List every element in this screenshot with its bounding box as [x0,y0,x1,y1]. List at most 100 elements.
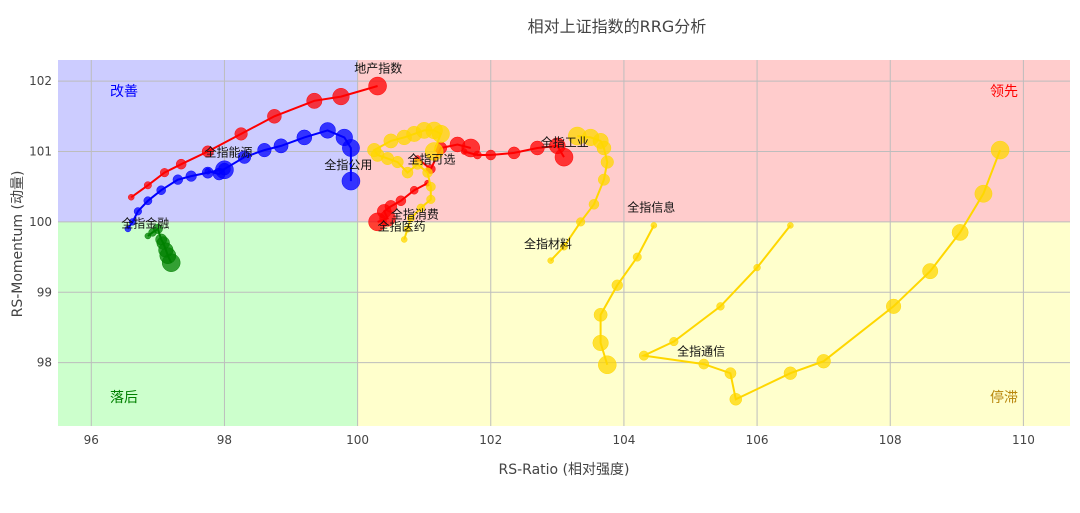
data-point [431,124,450,143]
data-point [403,225,412,233]
data-point [124,225,132,233]
data-point [175,158,187,170]
data-point [416,203,426,212]
data-point [597,173,610,186]
x-axis-title: RS-Ratio (相对强度) [499,462,630,478]
data-point [395,195,407,207]
data-point [729,393,743,406]
data-point [412,158,423,170]
y-tick-labels: 98 99 100 101 102 [29,74,52,370]
data-point [143,181,152,190]
data-point [922,263,939,280]
series-label: 全指信息 [627,199,675,214]
series-全指信息 [592,222,658,375]
data-point [156,185,166,195]
data-point [127,194,135,201]
quadrant-backgrounds [58,60,1071,426]
series-layer [124,76,1010,406]
x-tick-label: 98 [217,433,232,447]
data-point [598,355,617,375]
data-point [332,88,350,106]
series-全指金融 [144,223,181,272]
data-point [485,149,497,161]
chart-title: 相对上证指数的RRG分析 [528,17,707,36]
data-point [143,196,153,206]
series-label: 全指工业 [541,135,589,150]
data-point [787,222,794,229]
data-point [593,307,608,322]
data-point [716,302,725,311]
y-axis-title: RS-Momentum (动量) [10,171,26,318]
data-point [547,257,554,264]
y-tick-label: 98 [37,356,52,370]
data-point [185,170,197,182]
data-point [267,109,282,124]
series-label: 全指通信 [677,344,725,359]
data-point [669,336,679,347]
series-全指医药 [367,121,450,243]
x-tick-label: 96 [84,433,99,447]
data-point [342,139,360,157]
data-point [319,122,336,139]
data-point [133,207,142,216]
data-point [204,167,212,175]
data-point [592,334,609,351]
series-全指通信 [638,140,1010,406]
data-point [990,140,1010,160]
data-point [507,146,521,160]
series-line [130,85,378,199]
data-point [554,147,574,167]
data-point [161,253,181,272]
data-point [530,140,545,156]
data-point [560,242,568,251]
x-tick-label: 106 [746,433,769,447]
series-label: 全指材料 [524,236,572,251]
data-point [816,354,831,369]
data-point [951,224,969,241]
y-tick-label: 100 [29,215,52,229]
x-tick-label: 100 [346,433,369,447]
data-point [422,167,433,178]
data-point [426,194,436,204]
data-point [783,366,798,380]
data-point [425,181,436,192]
x-tick-labels: 96 98 100 102 104 106 108 110 [84,433,1035,447]
quadrant-improving [58,60,358,222]
data-point [753,263,761,272]
data-point [886,298,902,314]
quadrant-lagging [58,221,358,426]
data-point [638,350,649,361]
data-point [424,142,444,161]
y-tick-label: 99 [37,285,52,299]
data-point [368,212,387,232]
data-point [306,92,323,109]
series-地产指数 [127,76,387,201]
data-point [215,160,234,180]
data-point [409,185,419,195]
series-全指可选 [460,137,574,167]
data-point [152,223,163,234]
series-label: 全指可选 [408,151,456,166]
data-point [576,217,586,227]
data-point [234,127,248,141]
quadrant-leading [357,60,1071,222]
series-全指消费 [368,179,431,232]
series-label: 全指公用 [324,157,372,172]
quadrant-label-leading: 领先 [990,84,1018,100]
quadrant-weakening [357,221,1071,426]
data-point [367,143,382,158]
data-point [273,138,289,154]
y-tick-label: 101 [29,145,52,159]
series-label: 全指医药 [378,218,426,233]
data-point [257,143,272,158]
data-point [400,236,408,243]
data-point [159,168,170,178]
data-point [568,126,587,146]
data-point [407,214,415,223]
series-label: 地产指数 [354,61,402,76]
quadrant-label-weakening: 停滞 [990,389,1018,406]
data-point [724,367,737,380]
series-label: 全指金融 [121,216,169,231]
data-point [698,358,710,370]
data-point [201,145,214,158]
